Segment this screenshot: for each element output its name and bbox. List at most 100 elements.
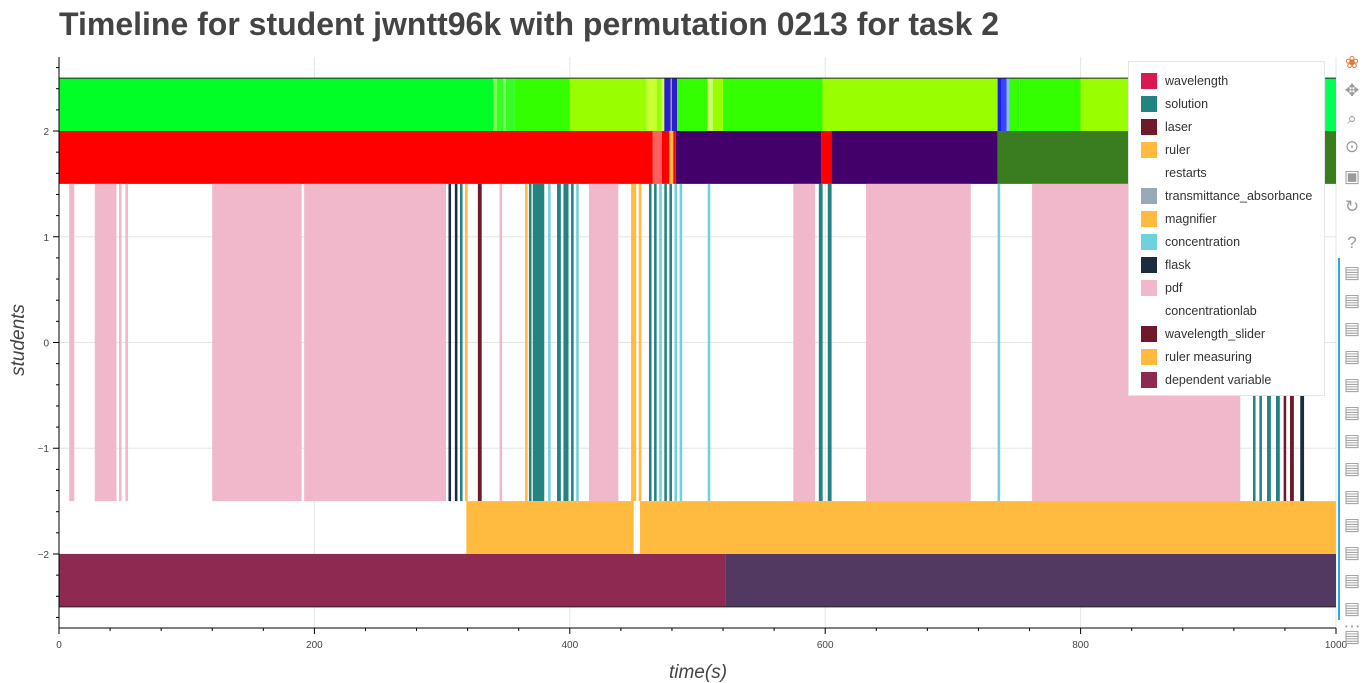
legend-item[interactable]: wavelength_slider	[1129, 322, 1324, 345]
save-icon[interactable]: ▣	[1343, 167, 1361, 186]
timeline-segment[interactable]	[631, 183, 637, 502]
timeline-segment[interactable]	[557, 183, 561, 502]
timeline-segment[interactable]	[1019, 78, 1081, 132]
legend-item[interactable]: magnifier	[1129, 207, 1324, 230]
timeline-segment[interactable]	[664, 78, 671, 132]
timeline-segment[interactable]	[212, 183, 302, 502]
timeline-segment[interactable]	[94, 183, 117, 502]
timeline-segment[interactable]	[576, 183, 579, 502]
legend-item[interactable]: laser	[1129, 115, 1324, 138]
timeline-segment[interactable]	[571, 183, 574, 502]
timeline-segment[interactable]	[670, 78, 672, 132]
timeline-segment[interactable]	[646, 78, 657, 132]
timeline-segment[interactable]	[465, 183, 468, 502]
timeline-segment[interactable]	[454, 183, 458, 502]
timeline-segment[interactable]	[563, 183, 569, 502]
timeline-segment[interactable]	[532, 183, 545, 502]
legend-item[interactable]: restarts	[1129, 161, 1324, 184]
timeline-segment[interactable]	[997, 183, 1001, 502]
timeline-segment[interactable]	[648, 183, 652, 502]
timeline-segment[interactable]	[59, 78, 494, 132]
timeline-segment[interactable]	[505, 78, 515, 132]
timeline-segment[interactable]	[707, 78, 713, 132]
timeline-segment[interactable]	[493, 78, 498, 132]
legend-item[interactable]: ruler	[1129, 138, 1324, 161]
timeline-segment[interactable]	[997, 78, 1002, 132]
timeline-segment[interactable]	[588, 183, 619, 502]
hover-icon[interactable]: ▤	[1343, 263, 1361, 282]
reset-icon[interactable]: ↻	[1344, 197, 1360, 216]
legend-item[interactable]: solution	[1129, 92, 1324, 115]
more-icon[interactable]: ⋯	[1343, 617, 1361, 636]
timeline-segment[interactable]	[818, 183, 823, 502]
timeline-segment[interactable]	[466, 501, 634, 554]
timeline-segment[interactable]	[448, 183, 452, 502]
timeline-segment[interactable]	[656, 78, 662, 132]
box-zoom-icon[interactable]: ⌕	[1347, 109, 1357, 128]
timeline-segment[interactable]	[59, 553, 726, 607]
timeline-segment[interactable]	[640, 501, 1336, 554]
legend-item[interactable]: dependent variable	[1129, 368, 1324, 391]
legend-item[interactable]: wavelength	[1129, 69, 1324, 92]
timeline-segment[interactable]	[548, 183, 551, 502]
timeline-segment[interactable]	[669, 183, 672, 502]
timeline-segment[interactable]	[119, 183, 122, 502]
timeline-segment[interactable]	[677, 78, 708, 132]
timeline-segment[interactable]	[514, 78, 570, 132]
timeline-segment[interactable]	[654, 183, 657, 502]
hover-icon[interactable]: ▤	[1343, 543, 1361, 562]
hover-icon[interactable]: ▤	[1343, 319, 1361, 338]
timeline-segment[interactable]	[661, 131, 670, 184]
timeline-segment[interactable]	[503, 78, 506, 132]
timeline-segment[interactable]	[59, 131, 653, 184]
timeline-segment[interactable]	[1006, 78, 1010, 132]
timeline-segment[interactable]	[1325, 78, 1336, 132]
hover-icon[interactable]: ▤	[1343, 571, 1361, 590]
hover-icon[interactable]: ▤	[1343, 627, 1361, 646]
help-icon[interactable]: ?	[1347, 233, 1357, 252]
timeline-segment[interactable]	[866, 183, 971, 502]
timeline-segment[interactable]	[569, 78, 647, 132]
timeline-segment[interactable]	[525, 183, 528, 502]
timeline-segment[interactable]	[652, 131, 662, 184]
timeline-segment[interactable]	[671, 78, 678, 132]
timeline-segment[interactable]	[673, 131, 676, 184]
timeline-segment[interactable]	[497, 78, 504, 132]
bokeh-logo-icon[interactable]: ❀	[1344, 53, 1360, 72]
timeline-segment[interactable]	[528, 183, 532, 502]
legend-item[interactable]: transmittance_absorbance	[1129, 184, 1324, 207]
wheel-zoom-icon[interactable]: ⊙	[1344, 137, 1360, 156]
hover-icon[interactable]: ▤	[1343, 515, 1361, 534]
hover-icon[interactable]: ▤	[1343, 403, 1361, 422]
timeline-segment[interactable]	[304, 183, 446, 502]
timeline-segment[interactable]	[125, 183, 128, 502]
timeline-segment[interactable]	[822, 78, 998, 132]
timeline-segment[interactable]	[1001, 78, 1007, 132]
timeline-segment[interactable]	[675, 131, 822, 184]
timeline-segment[interactable]	[725, 553, 1336, 607]
timeline-segment[interactable]	[499, 183, 503, 502]
timeline-segment[interactable]	[821, 131, 832, 184]
timeline-segment[interactable]	[712, 78, 724, 132]
hover-icon[interactable]: ▤	[1343, 459, 1361, 478]
legend-item[interactable]: concentration	[1129, 230, 1324, 253]
timeline-segment[interactable]	[638, 183, 642, 502]
pan-icon[interactable]: ✥	[1344, 81, 1360, 100]
hover-icon[interactable]: ▤	[1343, 375, 1361, 394]
timeline-segment[interactable]	[1009, 78, 1020, 132]
timeline-segment[interactable]	[674, 183, 678, 502]
timeline-segment[interactable]	[827, 183, 832, 502]
timeline-segment[interactable]	[69, 183, 75, 502]
timeline-segment[interactable]	[669, 131, 674, 184]
timeline-segment[interactable]	[707, 183, 711, 502]
timeline-segment[interactable]	[679, 183, 683, 502]
legend-item[interactable]: concentrationlab	[1129, 299, 1324, 322]
legend-item[interactable]: ruler measuring	[1129, 345, 1324, 368]
timeline-segment[interactable]	[664, 183, 667, 502]
timeline-segment[interactable]	[459, 183, 463, 502]
hover-icon[interactable]: ▤	[1343, 487, 1361, 506]
timeline-segment[interactable]	[793, 183, 815, 502]
hover-icon[interactable]: ▤	[1343, 431, 1361, 450]
hover-icon[interactable]: ▤	[1343, 291, 1361, 310]
hover-icon[interactable]: ▤	[1343, 599, 1361, 618]
